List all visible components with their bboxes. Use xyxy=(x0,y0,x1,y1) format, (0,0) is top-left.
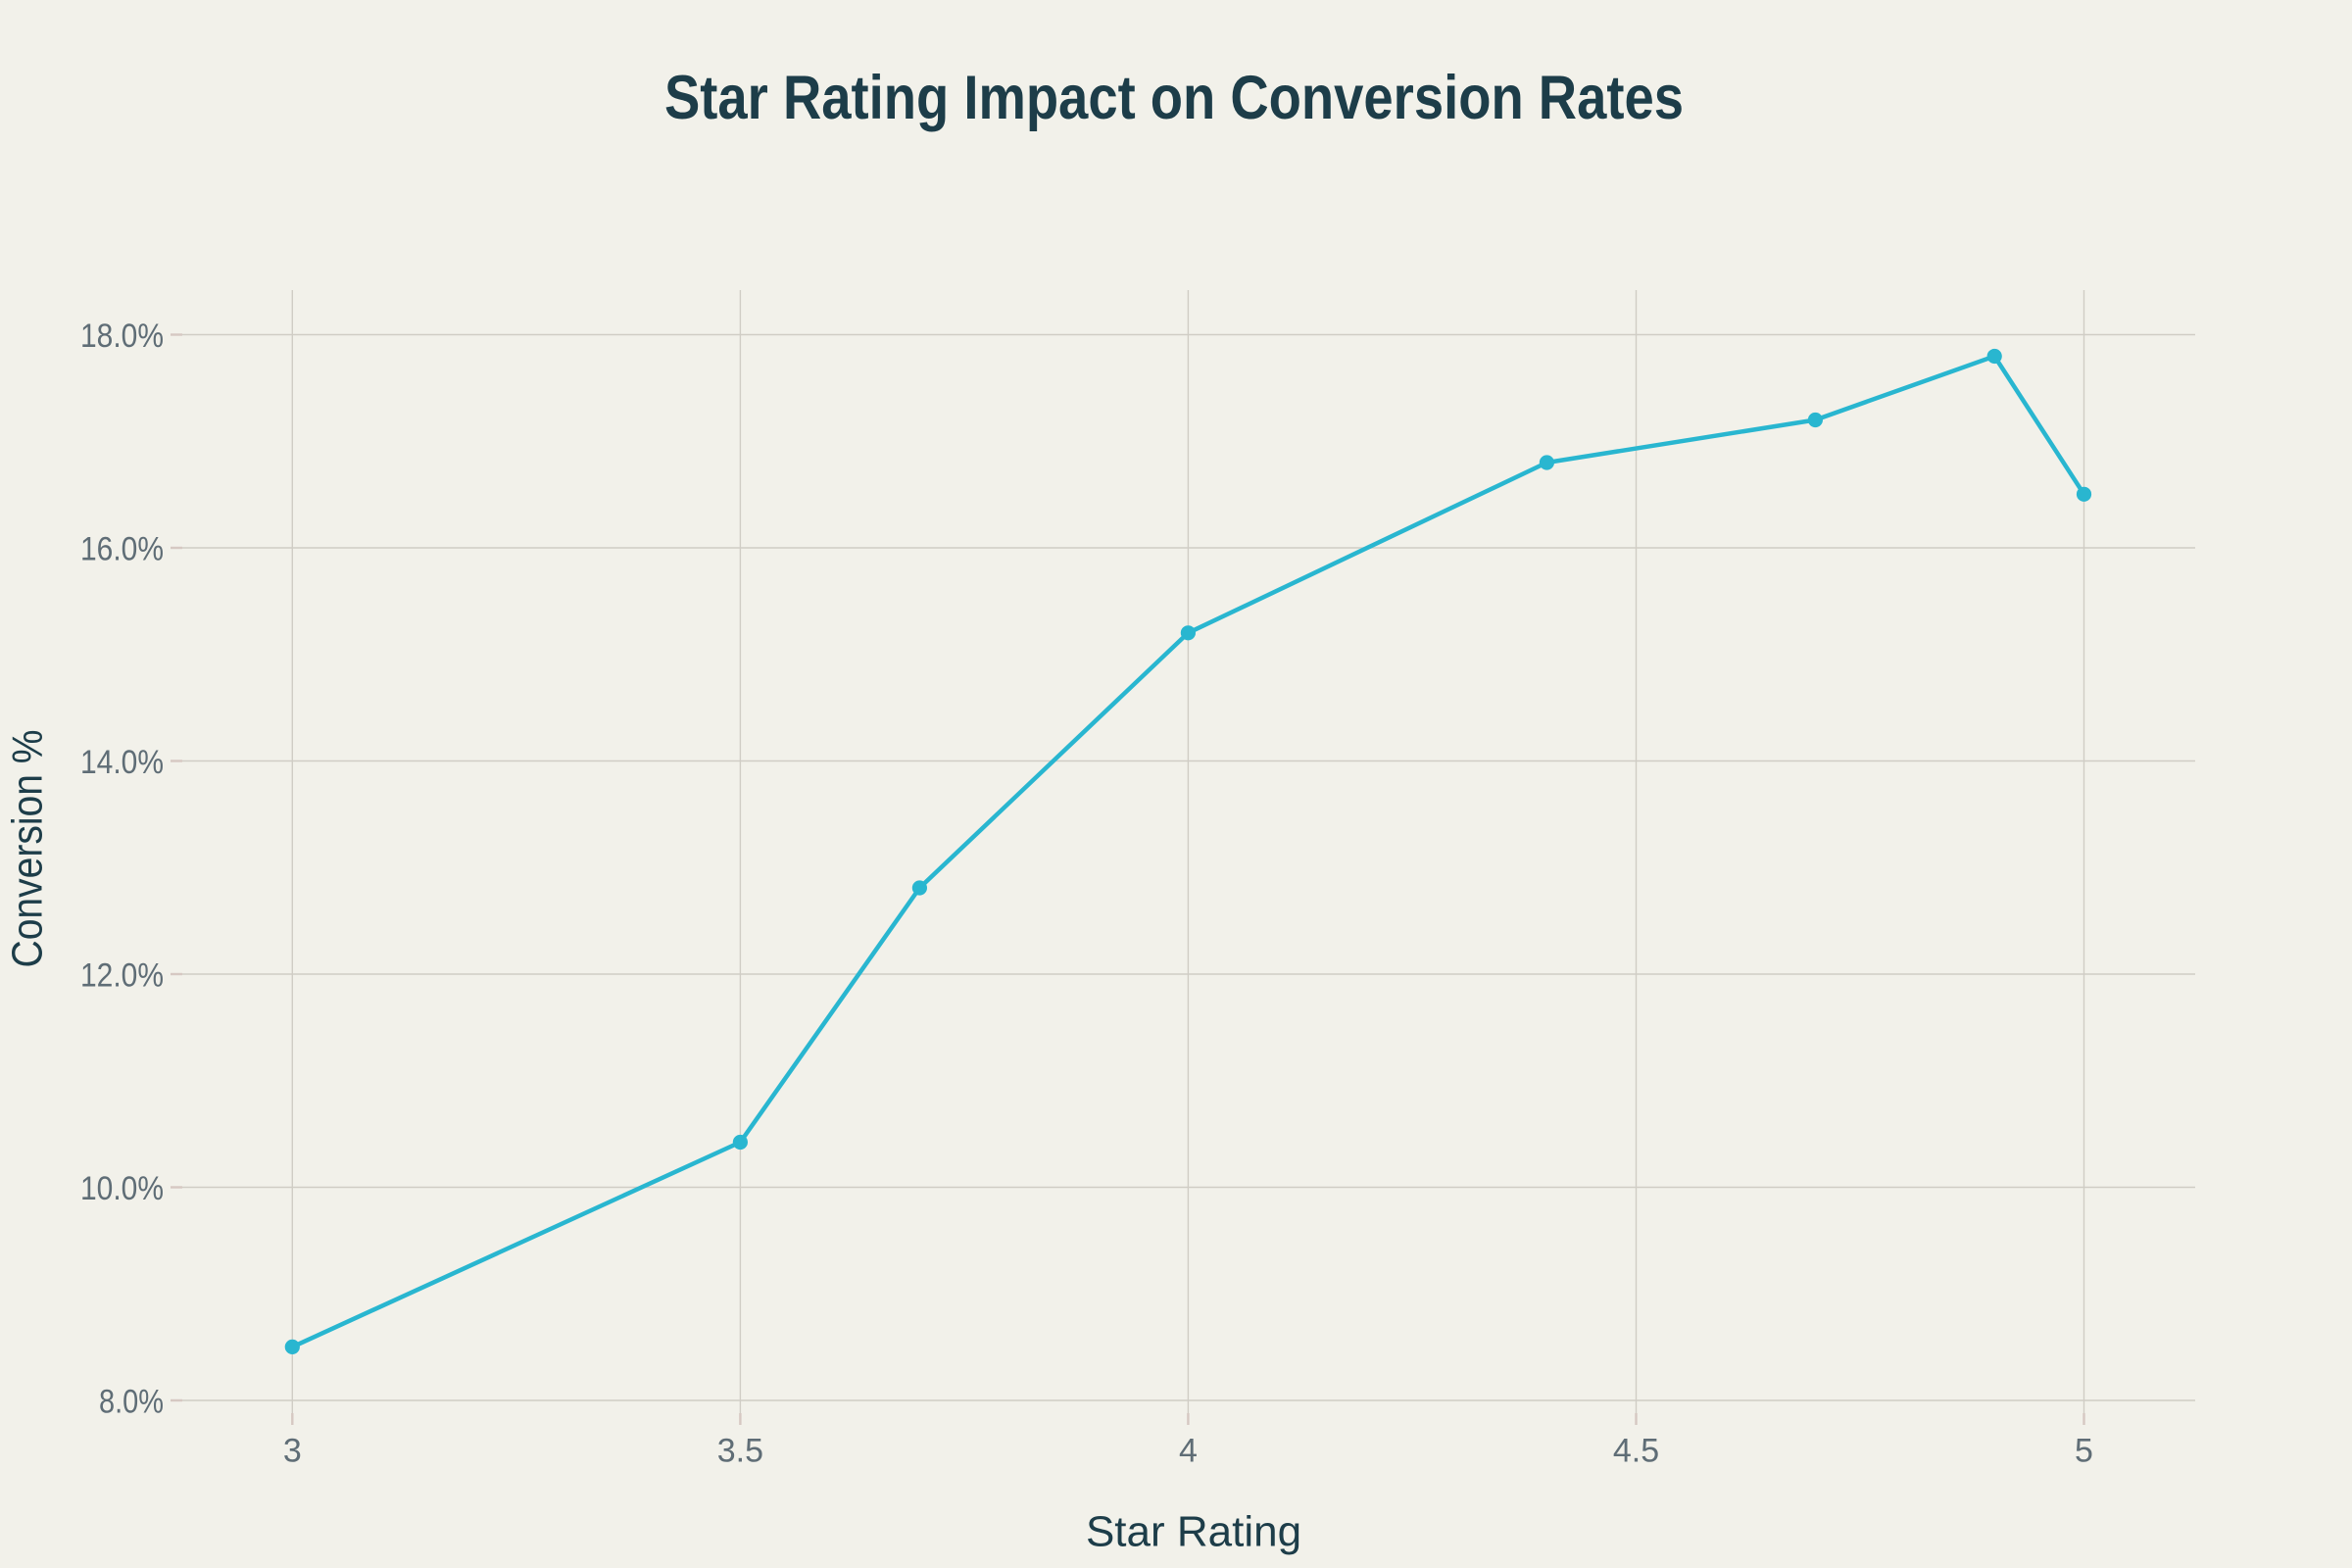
svg-text:Conversion %: Conversion % xyxy=(4,730,52,968)
svg-text:16.0%: 16.0% xyxy=(80,530,164,567)
svg-text:3: 3 xyxy=(283,1432,302,1469)
svg-text:8.0%: 8.0% xyxy=(99,1383,164,1420)
svg-text:14.0%: 14.0% xyxy=(80,744,164,781)
svg-text:4: 4 xyxy=(1179,1432,1198,1469)
svg-text:10.0%: 10.0% xyxy=(80,1170,164,1207)
svg-text:Star Rating: Star Rating xyxy=(1086,1508,1301,1556)
svg-text:Star Rating Impact on Conversi: Star Rating Impact on Conversion Rates xyxy=(664,64,1684,132)
svg-text:4.5: 4.5 xyxy=(1613,1432,1659,1469)
svg-text:12.0%: 12.0% xyxy=(80,956,164,994)
svg-text:5: 5 xyxy=(2075,1432,2093,1469)
svg-text:3.5: 3.5 xyxy=(717,1432,763,1469)
svg-text:18.0%: 18.0% xyxy=(80,318,164,355)
